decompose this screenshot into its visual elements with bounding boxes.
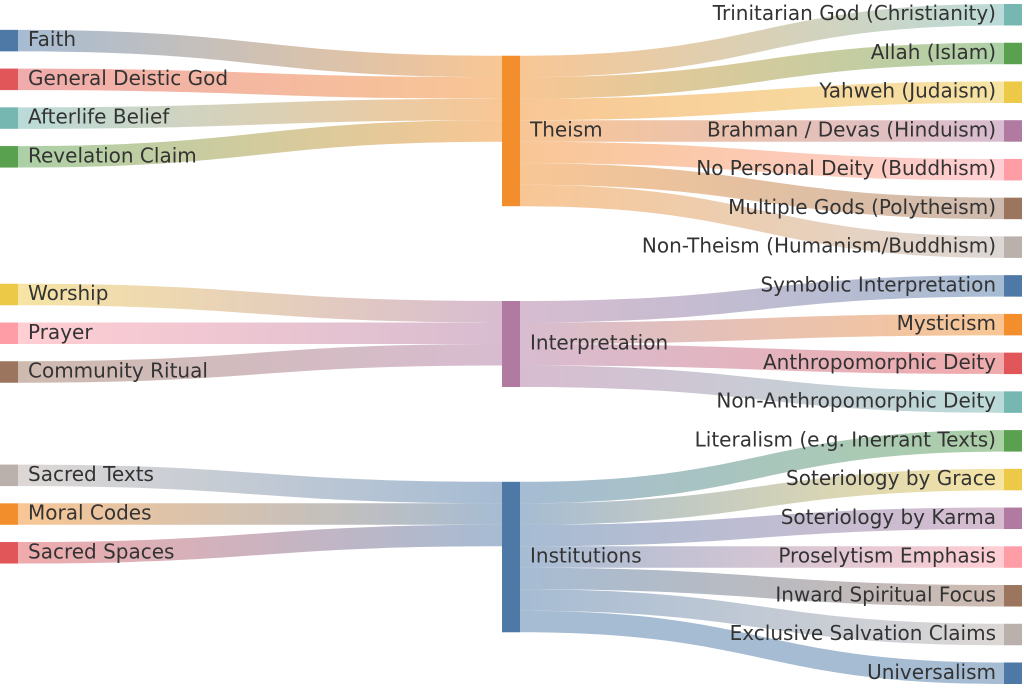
node (1004, 546, 1022, 568)
node-label: Soteriology by Grace (786, 466, 996, 490)
link (18, 524, 502, 564)
node (0, 107, 18, 129)
node (1004, 158, 1022, 181)
node-label: General Deistic God (28, 66, 228, 90)
node (1004, 275, 1022, 297)
node (1004, 507, 1022, 530)
node-label: Revelation Claim (28, 143, 197, 167)
link (18, 98, 502, 129)
node-label: No Personal Deity (Buddhism) (696, 156, 996, 180)
node-label: Exclusive Salvation Claims (730, 621, 996, 645)
node (1004, 236, 1022, 258)
node-label: Afterlife Belief (28, 105, 170, 129)
node-label: Worship (28, 281, 108, 305)
node-label: Literalism (e.g. Inerrant Texts) (695, 427, 996, 451)
node-label: Non-Theism (Humanism/Buddhism) (642, 234, 996, 258)
node-label: Allah (Islam) (871, 40, 996, 64)
link (520, 430, 1004, 504)
link (520, 275, 1004, 323)
node-label: Yahweh (Judaism) (818, 79, 996, 103)
link (520, 365, 1004, 413)
node-label: Interpretation (530, 331, 668, 355)
node-label: Faith (28, 27, 76, 51)
node (0, 361, 18, 383)
link (18, 283, 502, 323)
node (1004, 313, 1022, 336)
link (520, 313, 1004, 344)
node (0, 146, 18, 168)
node (0, 464, 18, 487)
node (1004, 42, 1022, 65)
link (520, 507, 1004, 547)
link (520, 589, 1004, 646)
links (18, 4, 1004, 684)
node-label: Non-Anthropomorphic Deity (716, 389, 996, 413)
node-label: Universalism (867, 660, 996, 684)
node (1004, 352, 1022, 375)
link (520, 468, 1004, 525)
link (520, 610, 1004, 684)
node (502, 55, 520, 207)
link (18, 68, 502, 99)
link (18, 120, 502, 168)
node (1004, 662, 1022, 684)
node (1004, 81, 1022, 103)
node (502, 481, 520, 633)
link (18, 503, 502, 525)
node-label: Symbolic Interpretation (760, 272, 996, 296)
node-label: Brahman / Devas (Hinduism) (707, 117, 996, 141)
node (1004, 468, 1022, 491)
link (520, 141, 1004, 181)
node-label: Proselytism Emphasis (778, 544, 996, 568)
node (0, 503, 18, 525)
node-label: Sacred Texts (28, 462, 154, 486)
link (520, 163, 1004, 220)
link (18, 344, 502, 383)
node (0, 29, 18, 52)
node (1004, 4, 1022, 26)
node-label: Multiple Gods (Polytheism) (728, 195, 996, 219)
node-label: Theism (529, 117, 603, 141)
node-label: Mysticism (897, 311, 996, 335)
link (520, 120, 1004, 142)
link (520, 546, 1004, 568)
node (0, 322, 18, 344)
node (502, 301, 520, 387)
node (1004, 623, 1022, 646)
link (18, 322, 502, 344)
node (1004, 120, 1022, 142)
link (18, 464, 502, 504)
node (0, 68, 18, 91)
node (1004, 391, 1022, 413)
node-label: Moral Codes (28, 501, 152, 525)
link (520, 567, 1004, 607)
node-label: Trinitarian God (Christianity) (712, 1, 996, 25)
node-label: Soteriology by Karma (781, 505, 996, 529)
link (520, 42, 1004, 99)
node-label: Sacred Spaces (28, 539, 174, 563)
link (520, 184, 1004, 258)
node (1004, 197, 1022, 220)
node-label: Prayer (28, 320, 93, 344)
link (520, 81, 1004, 121)
node (1004, 585, 1022, 607)
link (18, 29, 502, 78)
node-label: Institutions (530, 544, 642, 568)
node-label: Community Ritual (28, 358, 208, 382)
node-label: Inward Spiritual Focus (775, 582, 996, 606)
node (0, 542, 18, 564)
node (0, 283, 18, 306)
link (520, 344, 1004, 375)
node (1004, 430, 1022, 452)
link (520, 4, 1004, 78)
node-label: Anthropomorphic Deity (763, 350, 996, 374)
